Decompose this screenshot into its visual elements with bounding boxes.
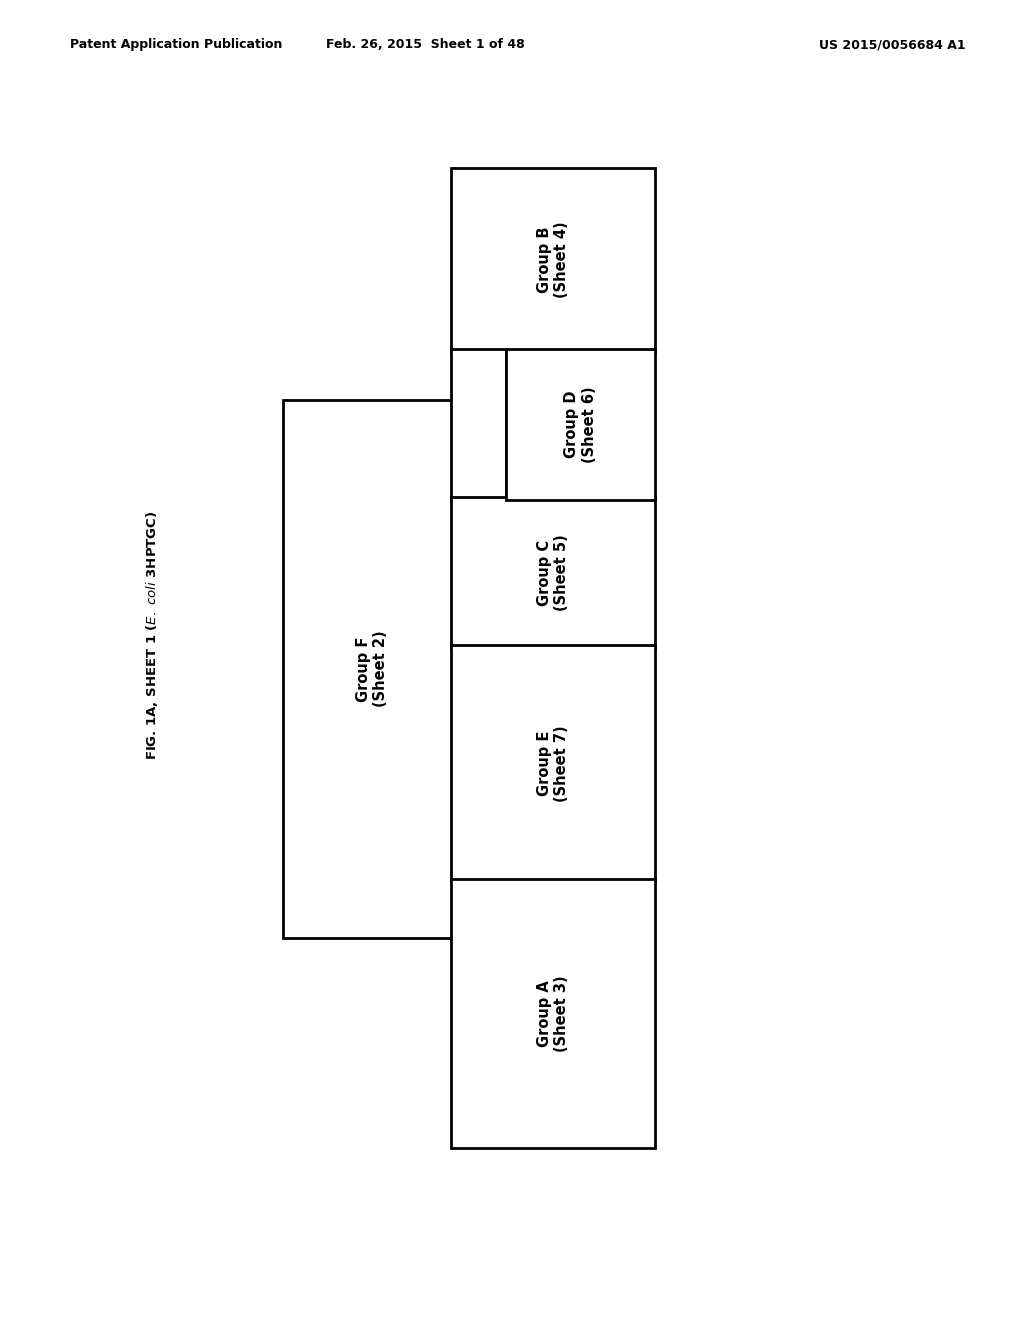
Bar (451, 879, 655, 1148)
Bar (451, 498, 655, 648)
Text: Feb. 26, 2015  Sheet 1 of 48: Feb. 26, 2015 Sheet 1 of 48 (326, 38, 524, 51)
Text: Group E
(Sheet 7): Group E (Sheet 7) (537, 725, 569, 801)
Text: Group C
(Sheet 5): Group C (Sheet 5) (537, 535, 569, 611)
Text: Group F
(Sheet 2): Group F (Sheet 2) (355, 631, 388, 708)
Text: Group B
(Sheet 4): Group B (Sheet 4) (537, 222, 569, 298)
Bar (506, 348, 655, 500)
Bar (283, 400, 461, 939)
Text: Patent Application Publication: Patent Application Publication (70, 38, 282, 51)
Text: FIG. 1A, SHEET 1 ($\it{E.\ coli}$ 3HPTGC): FIG. 1A, SHEET 1 ($\it{E.\ coli}$ 3HPTGC… (144, 511, 160, 760)
Text: Group D
(Sheet 6): Group D (Sheet 6) (564, 387, 597, 463)
Bar (451, 348, 506, 500)
Text: US 2015/0056684 A1: US 2015/0056684 A1 (819, 38, 966, 51)
Text: Group A
(Sheet 3): Group A (Sheet 3) (537, 975, 569, 1052)
Bar (451, 168, 655, 352)
Bar (451, 645, 655, 882)
